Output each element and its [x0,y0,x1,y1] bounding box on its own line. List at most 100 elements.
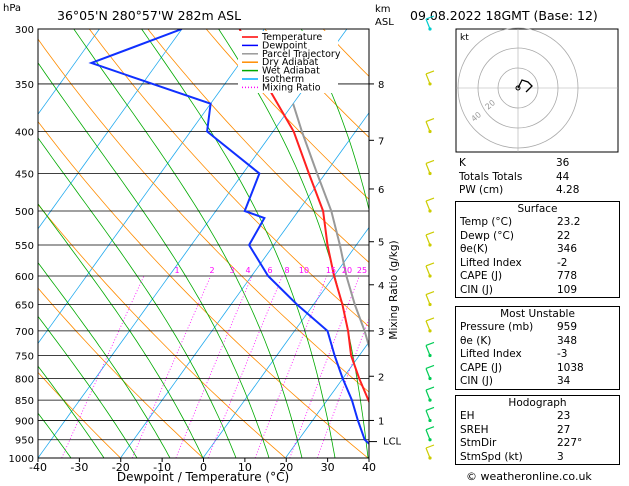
mixing-ratio-line [368,456,369,458]
km-tick-label: 4 [378,281,384,292]
temp-tick-label: 0 [200,461,207,474]
pressure-tick-label: 800 [15,374,34,385]
hodograph-trace [517,79,533,93]
dry-adiabat-line [38,203,286,458]
wind-barb-dot [428,353,432,358]
mixing-ratio-label: 25 [357,266,367,275]
surface-label: Dewp (°C) [460,229,514,242]
wet-adiabat-line [300,29,369,212]
isotherm-line [38,29,183,230]
temp-tick-label: 20 [279,461,293,474]
hodograph-frame [455,28,619,153]
legend-entry: Parcel Trajectory [262,49,341,60]
mixing-ratio-label: 1 [174,266,179,275]
wind-barb [425,73,431,85]
hodo-value: 227° [557,437,583,449]
wind-barb-dot [428,209,432,213]
mixing-ratio-label: 3 [229,266,234,275]
pressure-tick-label: 600 [15,272,34,283]
wind-barb [425,200,431,212]
surface-value: 109 [557,283,578,296]
isotherm-line [285,341,369,458]
pressure-tick-label: 450 [15,169,34,180]
mu-value: 1038 [557,361,584,374]
temp-tick-label: -30 [70,461,88,474]
wind-barb [425,320,431,332]
wind-barb-flag [425,15,435,20]
mu-value: 34 [557,375,571,387]
mu-value: 348 [557,334,578,347]
asl-label: ASL [375,17,394,28]
indices-value: 4.28 [556,184,580,196]
wind-barb-dot [428,243,432,247]
parcel-trajectory-line [292,103,369,350]
temp-tick-label: 30 [321,461,335,474]
mixing-ratio-line [254,275,328,458]
axes: 3003504004505005506006507007508008509009… [9,25,402,484]
wind-barb-dot [428,456,432,460]
pressure-tick-label: 350 [15,80,34,91]
profiles [88,29,369,446]
mixing-ratio-line [131,275,212,458]
indices-label: K [459,157,466,169]
wind-barb [425,294,431,305]
hodograph-kt-label: kt [460,33,469,43]
wind-barb-dot [428,376,432,381]
temp-tick-label: -20 [112,461,130,474]
wind-barb [425,447,431,459]
wind-barb [425,234,431,246]
legend-entry: Mixing Ratio [262,82,321,93]
wind-barb [425,163,431,174]
wind-barb-flag [425,70,435,75]
legend-entry: Isotherm [262,74,304,85]
hodo-label: EH [460,410,475,422]
km-tick-label: 2 [378,372,384,383]
wind-barb-flag [425,444,435,449]
mixing-ratio-label: 20 [342,266,352,275]
pressure-tick-label: 750 [15,351,34,362]
indices-table: K 36 Totals Totals 44 PW (cm) 4.28 [455,157,618,198]
pressure-tick-label: 550 [15,241,34,252]
wind-barb-flag [425,341,435,347]
surface-title: Surface [517,203,558,215]
wind-barb [425,121,431,132]
wind-barbs [425,15,435,460]
hodograph-title: Hodograph [508,397,567,409]
wind-barb-dot [428,129,432,134]
dry-adiabat-line [205,29,369,200]
mixing-ratio-label: 4 [245,266,250,275]
wind-barb-flag [425,197,435,202]
temp-tick-label: 40 [362,461,376,474]
datetime-title: 09.08.2022 18GMT (Base: 12) [410,8,598,23]
wind-barb-dot [428,329,432,333]
temp-tick-label: -40 [29,461,47,474]
pressure-tick-label: 1000 [9,454,34,465]
lcl-label: LCL [383,437,402,448]
wind-barb-dot [428,398,432,402]
km-tick-label: 5 [378,238,384,249]
mixing-ratio-label: 8 [284,266,289,275]
mixing-ratio-label: 15 [326,266,336,275]
location-title: 36°05'N 280°57'W 282m ASL [57,8,242,23]
mu-label: Lifted Index [460,348,522,360]
km-tick-label: 1 [378,416,384,427]
wind-barb-flag [425,290,435,296]
surface-label: θe(K) [460,243,488,255]
km-tick-label: 6 [378,185,384,196]
mixing-ratio-line [289,275,360,458]
x-axis-label: Dewpoint / Temperature (°C) [117,470,289,484]
wind-barb-flag [425,317,435,322]
hodo-row: EH 23 [456,410,619,424]
mixing-ratio-label: 2 [209,266,214,275]
wind-barb [425,368,431,379]
km-tick-label: 7 [378,136,384,147]
hodo-row: StmSpd (kt) 3 [456,451,619,465]
hodo-label: SREH [460,423,489,436]
hodo-label: StmSpd (kt) [460,450,523,463]
mixing-ratio-line [175,275,253,458]
mixing-ratio-label: 10 [299,266,309,275]
most-unstable-box: Most Unstable Pressure (mb) 959 θe (K) 348 L… [455,306,620,390]
credit-text: © weatheronline.co.uk [466,470,592,483]
